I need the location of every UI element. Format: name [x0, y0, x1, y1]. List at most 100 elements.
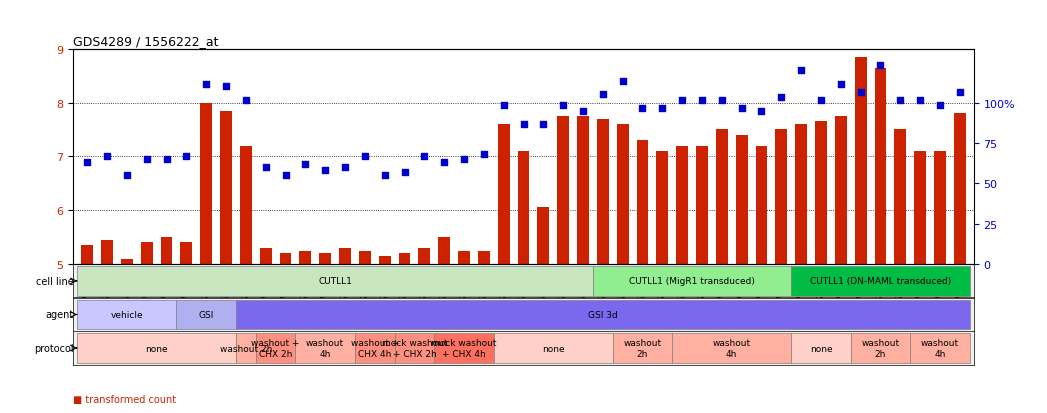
- Point: [812, 97, 829, 104]
- Bar: [497, 125, 510, 264]
- Text: mock washout
+ CHX 2h: mock washout + CHX 2h: [382, 339, 447, 358]
- Text: GSI 3d: GSI 3d: [588, 310, 618, 319]
- FancyBboxPatch shape: [612, 333, 672, 363]
- Point: [138, 156, 155, 163]
- Text: washout 2h: washout 2h: [220, 344, 272, 353]
- Bar: [597, 119, 608, 264]
- Point: [317, 167, 334, 173]
- Point: [535, 121, 552, 128]
- Text: none: none: [146, 344, 168, 353]
- Bar: [419, 248, 430, 264]
- Point: [753, 108, 770, 115]
- Bar: [280, 254, 291, 264]
- Bar: [815, 122, 827, 264]
- Bar: [319, 254, 331, 264]
- Bar: [140, 243, 153, 264]
- FancyBboxPatch shape: [792, 333, 851, 363]
- Bar: [399, 254, 410, 264]
- FancyBboxPatch shape: [910, 333, 970, 363]
- Point: [158, 156, 175, 163]
- Point: [238, 97, 254, 104]
- FancyBboxPatch shape: [355, 333, 395, 363]
- Text: none: none: [542, 344, 564, 353]
- Text: CUTLL1 (MigR1 transduced): CUTLL1 (MigR1 transduced): [629, 277, 755, 286]
- Point: [416, 154, 432, 160]
- Bar: [160, 237, 173, 264]
- Bar: [577, 116, 589, 264]
- Text: washout
2h: washout 2h: [623, 339, 662, 358]
- Text: GDS4289 / 1556222_at: GDS4289 / 1556222_at: [73, 36, 219, 48]
- FancyBboxPatch shape: [851, 333, 910, 363]
- Bar: [676, 146, 688, 264]
- Text: CUTLL1 (DN-MAML transduced): CUTLL1 (DN-MAML transduced): [810, 277, 951, 286]
- Point: [218, 84, 235, 90]
- Bar: [617, 125, 628, 264]
- Text: washout
2h: washout 2h: [862, 339, 899, 358]
- Text: washout
4h: washout 4h: [713, 339, 751, 358]
- Bar: [359, 251, 371, 264]
- Point: [693, 97, 710, 104]
- Bar: [517, 152, 530, 264]
- Text: washout +
CHX 4h: washout + CHX 4h: [351, 339, 399, 358]
- Point: [832, 81, 849, 88]
- Bar: [874, 68, 887, 264]
- Point: [277, 173, 294, 179]
- Bar: [180, 243, 193, 264]
- Bar: [934, 152, 945, 264]
- Bar: [477, 251, 490, 264]
- Point: [575, 108, 592, 115]
- Text: mock washout
+ CHX 4h: mock washout + CHX 4h: [431, 339, 496, 358]
- FancyBboxPatch shape: [435, 333, 494, 363]
- Text: washout
4h: washout 4h: [921, 339, 959, 358]
- Point: [118, 173, 135, 179]
- Bar: [439, 237, 450, 264]
- Point: [495, 102, 512, 109]
- Bar: [299, 251, 311, 264]
- Point: [258, 164, 274, 171]
- Point: [912, 97, 929, 104]
- Bar: [894, 130, 907, 264]
- Bar: [914, 152, 927, 264]
- Bar: [458, 251, 470, 264]
- Bar: [854, 57, 867, 264]
- FancyBboxPatch shape: [77, 266, 593, 296]
- Text: CUTLL1: CUTLL1: [318, 277, 352, 286]
- Point: [79, 159, 95, 166]
- FancyBboxPatch shape: [494, 333, 612, 363]
- Point: [376, 173, 393, 179]
- Point: [475, 151, 492, 158]
- Point: [595, 92, 611, 98]
- Bar: [736, 135, 748, 264]
- Bar: [220, 112, 232, 264]
- FancyBboxPatch shape: [177, 300, 236, 330]
- FancyBboxPatch shape: [77, 333, 236, 363]
- Point: [952, 89, 968, 96]
- FancyBboxPatch shape: [593, 266, 792, 296]
- Point: [733, 105, 750, 112]
- Text: cell line: cell line: [36, 276, 73, 286]
- Point: [455, 156, 472, 163]
- Bar: [102, 240, 113, 264]
- Point: [892, 97, 909, 104]
- Point: [436, 159, 452, 166]
- Bar: [696, 146, 708, 264]
- FancyBboxPatch shape: [236, 333, 255, 363]
- Bar: [200, 103, 213, 264]
- Point: [555, 102, 572, 109]
- Point: [773, 95, 789, 101]
- Text: agent: agent: [45, 310, 73, 320]
- Bar: [339, 248, 351, 264]
- Bar: [82, 245, 93, 264]
- Point: [872, 62, 889, 69]
- Bar: [796, 125, 807, 264]
- Bar: [637, 141, 648, 264]
- Text: none: none: [809, 344, 832, 353]
- Point: [793, 68, 809, 74]
- Bar: [834, 116, 847, 264]
- Text: ■ transformed count: ■ transformed count: [73, 394, 176, 404]
- Point: [634, 105, 651, 112]
- Bar: [954, 114, 965, 264]
- Bar: [656, 152, 668, 264]
- Point: [198, 81, 215, 88]
- Text: washout
4h: washout 4h: [306, 339, 344, 358]
